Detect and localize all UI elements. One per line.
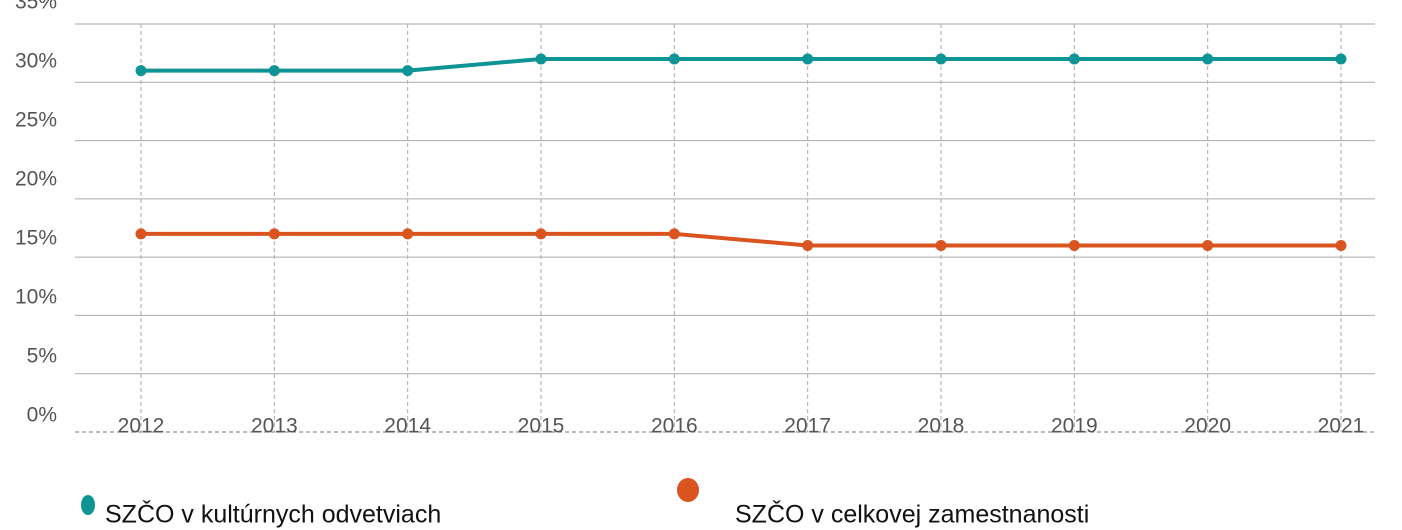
legend-marker (677, 478, 699, 502)
x-tick-label: 2017 (784, 415, 831, 438)
point (268, 65, 280, 77)
x-tick-label: 2019 (1051, 415, 1098, 438)
y-tick-label: 25% (15, 109, 57, 132)
point (935, 239, 947, 251)
x-tick-label: 2018 (918, 415, 965, 438)
legend-marker (81, 495, 95, 515)
point (1068, 239, 1080, 251)
point (1068, 53, 1080, 65)
point (1335, 239, 1347, 251)
point (268, 228, 280, 240)
x-tick-label: 2021 (1318, 415, 1365, 438)
point (668, 228, 680, 240)
series-line (141, 231, 1341, 248)
point (535, 53, 547, 65)
point (1202, 239, 1214, 251)
point (802, 53, 814, 65)
point (1335, 53, 1347, 65)
x-tick-label: 2014 (384, 415, 431, 438)
x-tick-label: 2015 (518, 415, 565, 438)
x-tick-label: 2013 (251, 415, 298, 438)
y-tick-label: 30% (15, 50, 57, 73)
point (535, 228, 547, 240)
y-tick-label: 20% (15, 168, 57, 191)
y-tick-label: 0% (27, 404, 57, 427)
y-tick-label: 5% (27, 345, 57, 368)
x-tick-label: 2012 (118, 415, 165, 438)
point (402, 65, 414, 77)
point (935, 53, 947, 65)
series-line (141, 56, 1341, 73)
point (1202, 53, 1214, 65)
legend-label: SZČO v celkovej zamestnanosti (735, 500, 1089, 529)
point (135, 65, 147, 77)
y-tick-label: 35% (15, 0, 57, 14)
point (402, 228, 414, 240)
y-tick-label: 15% (15, 227, 57, 250)
point (802, 239, 814, 251)
x-tick-label: 2016 (651, 415, 698, 438)
x-tick-label: 2020 (1184, 415, 1231, 438)
legend-label: SZČO v kultúrnych odvetviach (105, 500, 441, 529)
y-tick-label: 10% (15, 286, 57, 309)
point (135, 228, 147, 240)
point (668, 53, 680, 65)
